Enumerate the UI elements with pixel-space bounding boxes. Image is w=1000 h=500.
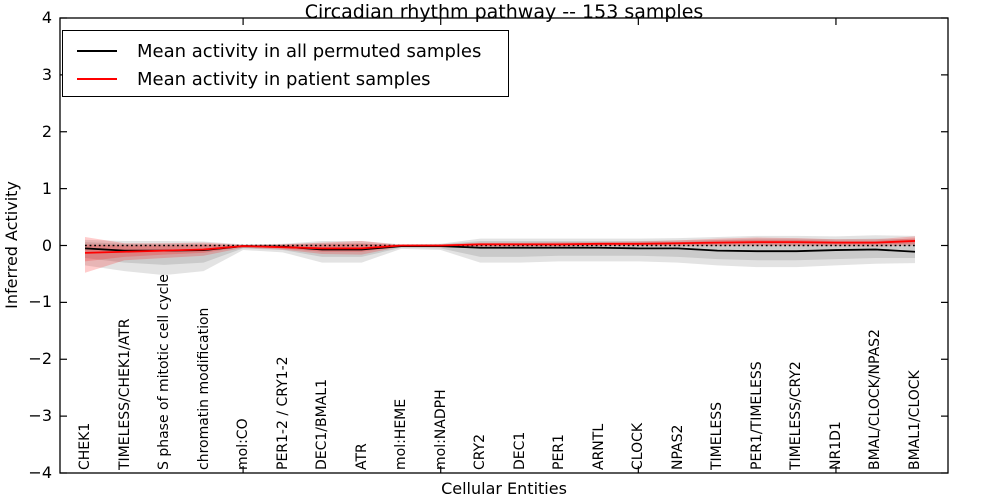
y-tick-label: −4 (28, 463, 52, 482)
category-label: BMAL/CLOCK/NPAS2 (867, 329, 884, 470)
category-label: PER1 (551, 434, 568, 470)
band-inner-series-1 (85, 238, 915, 262)
category-label: mol:CO (235, 418, 252, 470)
category-label: PER1-2 / CRY1-2 (274, 356, 291, 470)
category-label: ARNTL (590, 423, 607, 470)
y-tick-label: 4 (41, 8, 52, 27)
y-tick-label: 1 (41, 178, 52, 198)
legend-label-permuted: Mean activity in all permuted samples (137, 40, 482, 62)
category-label: BMAL1/CLOCK (907, 370, 923, 470)
y-tick-label: 3 (41, 64, 52, 84)
legend-line-swatch-patient (77, 77, 117, 81)
y-tick-label: 2 (41, 121, 52, 141)
category-label: PER1/TIMELESS (748, 361, 765, 470)
y-tick-label: 0 (41, 235, 52, 255)
category-label: ATR (353, 443, 370, 470)
category-label: S phase of mitotic cell cycle (156, 274, 173, 470)
y-tick-label: −1 (28, 292, 52, 312)
category-label: chromatin modification (195, 307, 212, 470)
category-label: mol:HEME (393, 398, 410, 470)
mean-line-series-1 (84, 240, 916, 254)
category-label: TIMELESS/CRY2 (788, 361, 805, 470)
legend-item-permuted: Mean activity in all permuted samples (63, 37, 508, 65)
legend-label-patient: Mean activity in patient samples (137, 68, 431, 90)
category-label: NR1D1 (827, 421, 844, 470)
category-label: DEC1/BMAL1 (314, 379, 331, 470)
category-label: DEC1 (511, 431, 528, 470)
category-label: TIMELESS (709, 401, 726, 470)
category-label: CLOCK (630, 422, 647, 470)
y-tick-label: −3 (28, 406, 52, 426)
category-label: mol:NADPH (432, 389, 449, 470)
category-label: TIMELESS/CHEK1/ATR (116, 318, 133, 470)
y-tick-label: −2 (28, 349, 52, 369)
legend-item-patient: Mean activity in patient samples (63, 65, 508, 93)
legend: Mean activity in all permuted samples Me… (62, 30, 509, 97)
x-axis-label: Cellular Entities (441, 479, 567, 498)
legend-line-swatch-permuted (77, 49, 117, 53)
category-label: CHEK1 (77, 422, 93, 470)
category-label: NPAS2 (669, 424, 686, 470)
chart-title: Circadian rhythm pathway -- 153 samples (304, 1, 704, 23)
category-label: CRY2 (472, 433, 489, 470)
